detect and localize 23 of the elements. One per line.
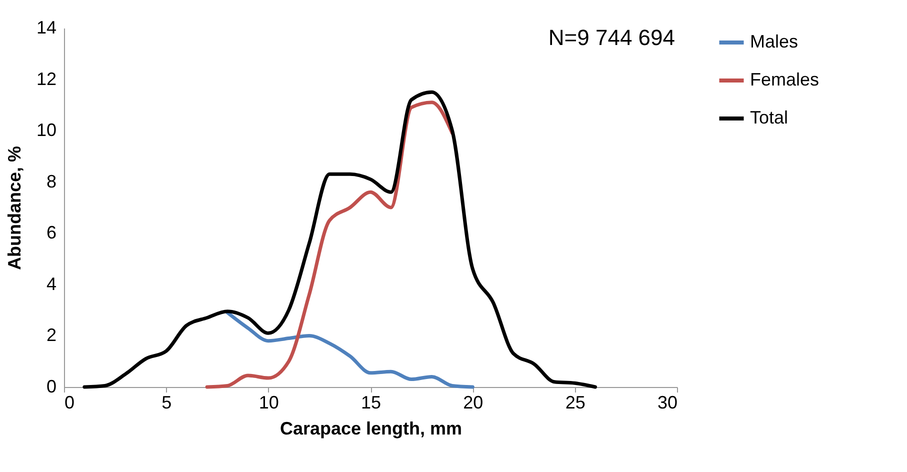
legend-label: Total xyxy=(750,108,788,128)
x-tick-label: 30 xyxy=(657,392,678,412)
x-tick-label: 15 xyxy=(360,392,382,412)
x-axis-title: Carapace length, mm xyxy=(280,418,462,438)
x-tick-label: 20 xyxy=(463,392,484,412)
legend-label: Males xyxy=(750,32,798,52)
x-tick-label: 25 xyxy=(565,392,586,412)
y-tick-label: 0 xyxy=(46,376,56,396)
legend-label: Females xyxy=(750,70,820,90)
line-series xyxy=(226,310,474,389)
x-tick-label: 5 xyxy=(162,392,172,412)
y-tick-label: 2 xyxy=(46,325,56,346)
x-tick-label: 10 xyxy=(258,392,279,412)
x-tick-label: 0 xyxy=(64,392,75,412)
y-axis-title: Abundance, % xyxy=(4,146,24,270)
line-series xyxy=(82,90,598,389)
y-tick-label: 6 xyxy=(46,222,56,243)
y-tick-label: 10 xyxy=(36,120,56,140)
y-tick-label: 8 xyxy=(46,171,56,192)
y-tick-label: 14 xyxy=(36,18,56,38)
y-tick-label: 4 xyxy=(46,274,56,294)
y-tick-label: 12 xyxy=(36,68,56,89)
annotation: N=9 744 694 xyxy=(548,25,675,50)
